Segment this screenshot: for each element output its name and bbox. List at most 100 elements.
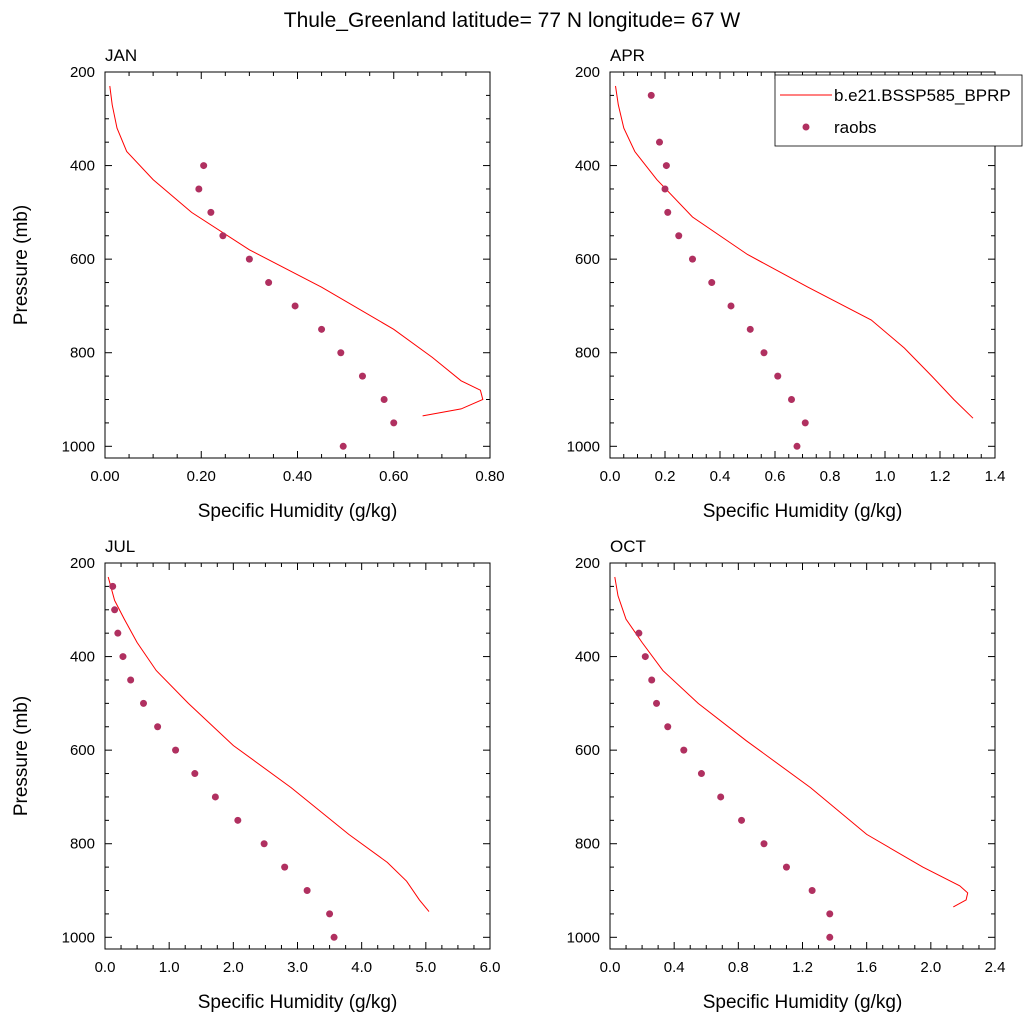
raobs-point xyxy=(697,770,705,778)
y-tick-label: 600 xyxy=(575,742,600,759)
raobs-point xyxy=(358,372,366,380)
raobs-point xyxy=(337,349,345,357)
y-tick-label: 200 xyxy=(575,64,600,81)
raobs-point xyxy=(245,255,253,263)
x-tick-label: 1.2 xyxy=(930,468,951,485)
raobs-point xyxy=(675,232,683,240)
raobs-point xyxy=(647,91,655,99)
x-tick-label: 0.40 xyxy=(283,468,312,485)
y-axis-label: Pressure (mb) xyxy=(11,696,32,816)
raobs-point xyxy=(760,840,768,848)
raobs-point xyxy=(219,232,227,240)
y-tick-label: 600 xyxy=(575,251,600,268)
plot-frame xyxy=(104,562,491,950)
x-axis-label: Specific Humidity (g/kg) xyxy=(703,992,903,1013)
y-tick-label: 400 xyxy=(70,158,95,175)
raobs-point xyxy=(140,699,147,707)
x-axis-label: Specific Humidity (g/kg) xyxy=(198,992,398,1013)
raobs-point xyxy=(172,746,180,754)
x-tick-label: 0.00 xyxy=(90,468,119,485)
raobs-point xyxy=(708,279,716,287)
x-tick-label: 0.6 xyxy=(765,468,786,485)
x-tick-label: 0.20 xyxy=(187,468,216,485)
y-tick-label: 1000 xyxy=(567,438,600,455)
y-tick-label: 1000 xyxy=(567,929,600,946)
x-tick-label: 1.2 xyxy=(792,959,813,976)
x-tick-label: 4.0 xyxy=(351,959,372,976)
raobs-point xyxy=(664,723,672,731)
x-tick-label: 0.2 xyxy=(655,468,676,485)
plot-frame xyxy=(609,562,996,950)
x-tick-label: 3.0 xyxy=(287,959,308,976)
raobs-point xyxy=(234,816,242,824)
x-axis-label: Specific Humidity (g/kg) xyxy=(198,501,398,522)
legend: b.e21.BSSP585_BPRP raobs xyxy=(774,74,1023,147)
x-axis-label: Specific Humidity (g/kg) xyxy=(703,501,903,522)
raobs-point xyxy=(653,699,661,707)
panel-title: OCT xyxy=(610,537,646,556)
x-tick-label: 1.6 xyxy=(856,959,877,976)
raobs-point xyxy=(265,279,273,287)
x-tick-label: 0.0 xyxy=(600,959,621,976)
legend-obs-marker xyxy=(802,123,810,131)
legend-model-label: b.e21.BSSP585_BPRP xyxy=(834,86,1011,105)
y-tick-label: 1000 xyxy=(62,438,95,455)
raobs-point xyxy=(127,676,135,684)
y-tick-label: 600 xyxy=(70,251,95,268)
raobs-point xyxy=(826,910,834,918)
legend-box xyxy=(774,74,1023,147)
model-profile-line xyxy=(614,576,969,908)
model-profile-line xyxy=(109,85,484,417)
raobs-point xyxy=(109,582,117,590)
raobs-point xyxy=(303,887,311,895)
raobs-point xyxy=(661,185,669,193)
raobs-point xyxy=(119,653,127,661)
model-profile-line xyxy=(107,576,430,912)
raobs-point xyxy=(211,793,219,801)
x-tick-label: 1.0 xyxy=(875,468,896,485)
figure-title: Thule_Greenland latitude= 77 N longitude… xyxy=(284,9,741,32)
raobs-point xyxy=(717,793,725,801)
raobs-point xyxy=(760,349,768,357)
raobs-point xyxy=(641,653,649,661)
y-tick-label: 800 xyxy=(575,836,600,853)
panel-title: JAN xyxy=(105,46,137,65)
raobs-point xyxy=(635,629,643,637)
raobs-point xyxy=(339,442,347,450)
raobs-point xyxy=(680,746,688,754)
raobs-point xyxy=(689,255,696,263)
raobs-point xyxy=(746,325,754,333)
x-tick-label: 2.0 xyxy=(920,959,941,976)
plot-frame xyxy=(104,71,491,459)
x-tick-label: 0.80 xyxy=(475,468,504,485)
x-tick-label: 2.0 xyxy=(223,959,244,976)
raobs-point xyxy=(260,840,268,848)
y-tick-label: 400 xyxy=(575,649,600,666)
raobs-point xyxy=(281,863,289,871)
raobs-point xyxy=(662,162,670,170)
y-tick-label: 800 xyxy=(575,345,600,362)
raobs-point xyxy=(390,419,398,427)
y-tick-label: 400 xyxy=(575,158,600,175)
x-tick-label: 0.4 xyxy=(710,468,731,485)
raobs-point xyxy=(111,606,119,614)
raobs-point xyxy=(191,770,199,778)
raobs-point xyxy=(318,325,326,333)
x-tick-label: 0.8 xyxy=(728,959,749,976)
x-tick-label: 6.0 xyxy=(480,959,501,976)
raobs-point xyxy=(664,208,672,216)
y-axis-label: Pressure (mb) xyxy=(11,205,32,325)
y-tick-label: 200 xyxy=(70,64,95,81)
raobs-point xyxy=(380,396,388,404)
raobs-point xyxy=(326,910,334,918)
x-tick-label: 0.0 xyxy=(600,468,621,485)
x-tick-label: 2.4 xyxy=(985,959,1006,976)
raobs-point xyxy=(291,302,299,310)
raobs-point xyxy=(114,629,122,637)
model-profile-line xyxy=(615,85,974,419)
x-tick-label: 0.4 xyxy=(664,959,685,976)
raobs-point xyxy=(826,933,834,941)
x-tick-label: 1.0 xyxy=(159,959,180,976)
